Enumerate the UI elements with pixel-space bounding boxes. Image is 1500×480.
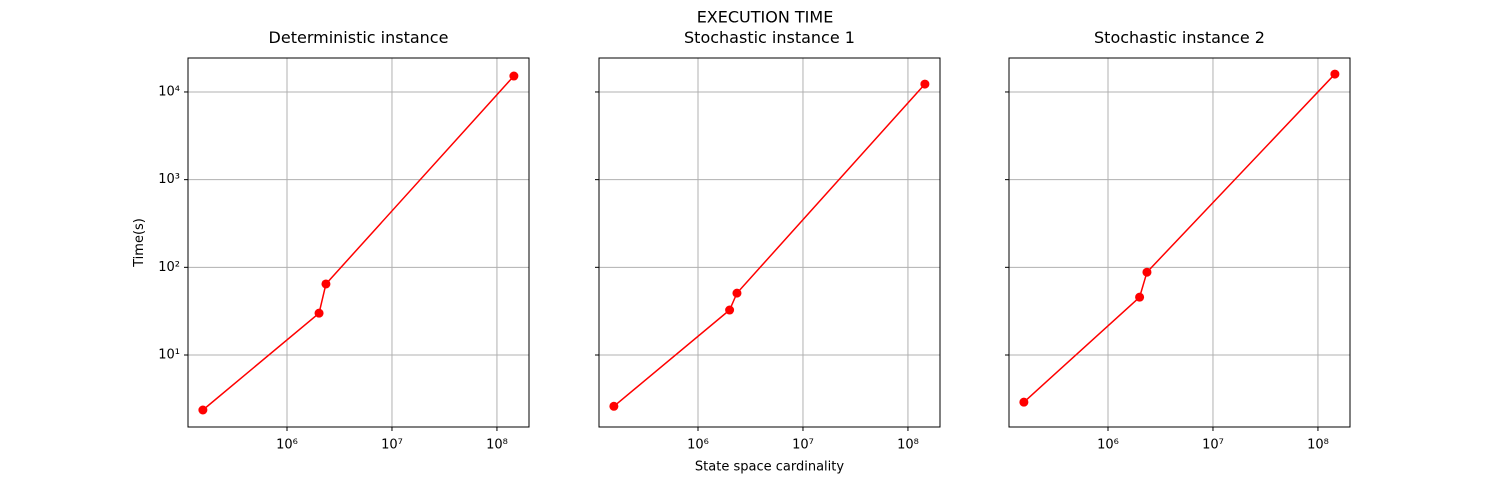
series-line [1023, 73, 1336, 403]
x-tick-label: 10⁷ [792, 438, 814, 453]
y-axis-label: Time(s) [132, 218, 147, 268]
series-line [202, 75, 515, 411]
point [920, 79, 930, 89]
point [1135, 292, 1145, 302]
y-tick-label: 10⁴ [158, 84, 180, 99]
point [314, 308, 324, 318]
x-tick-label: 10⁸ [1307, 438, 1329, 453]
x-tick-label: 10⁶ [687, 438, 709, 453]
figure-title: EXECUTION TIME [697, 8, 834, 27]
point [198, 405, 208, 415]
series-line [613, 83, 926, 407]
subplot-title: Stochastic instance 1 [684, 28, 855, 47]
x-tick-label: 10⁷ [381, 438, 403, 453]
point [725, 305, 735, 315]
x-tick-label: 10⁶ [276, 438, 298, 453]
point [732, 288, 742, 298]
y-tick-label: 10² [158, 260, 180, 275]
y-tick-label: 10¹ [158, 348, 180, 363]
point [609, 401, 619, 411]
x-tick-label: 10⁸ [486, 438, 508, 453]
x-axis-label: State space cardinality [695, 460, 844, 475]
point [509, 71, 519, 81]
point [1330, 69, 1340, 79]
plot-frame [1008, 57, 1351, 428]
point [1019, 397, 1029, 407]
y-tick-label: 10³ [158, 172, 180, 187]
subplot-title: Deterministic instance [269, 28, 449, 47]
point [321, 279, 331, 289]
x-tick-label: 10⁸ [897, 438, 919, 453]
plot-frame [598, 57, 941, 428]
point [1142, 267, 1152, 277]
plot-frame [187, 57, 530, 428]
x-tick-label: 10⁷ [1202, 438, 1224, 453]
x-tick-label: 10⁶ [1097, 438, 1119, 453]
subplot-title: Stochastic instance 2 [1094, 28, 1265, 47]
